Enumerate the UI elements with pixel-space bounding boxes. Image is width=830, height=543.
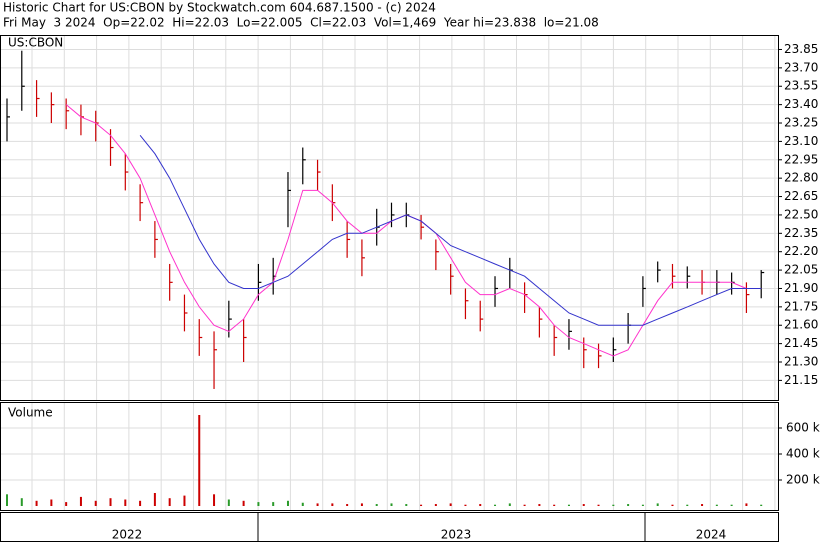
volume-bar <box>479 504 482 506</box>
v-tick-label: 600 k <box>786 421 820 435</box>
volume-bar <box>331 503 334 506</box>
moving-average <box>139 134 762 326</box>
volume-bar <box>20 498 23 506</box>
volume-bar <box>183 495 186 506</box>
volume-bar <box>494 504 497 506</box>
volume-bar <box>508 503 511 506</box>
volume-bar <box>50 499 53 506</box>
volume-bar <box>316 503 319 506</box>
volume-bar <box>35 500 38 506</box>
price-panel <box>0 35 779 401</box>
volume-bar <box>686 504 689 506</box>
y-tick-label: 22.50 <box>784 207 818 221</box>
volume-bar <box>538 504 541 506</box>
volume-bar <box>582 504 585 506</box>
volume-bar <box>139 500 142 506</box>
y-tick-label: 23.55 <box>784 79 818 93</box>
y-tick-label: 23.10 <box>784 134 818 148</box>
volume-bar <box>671 504 674 506</box>
volume-bar <box>745 503 748 506</box>
x-tick-label: 2024 <box>696 528 727 542</box>
y-tick-label: 22.05 <box>784 263 818 277</box>
volume-bar <box>198 415 201 506</box>
volume-bar <box>627 504 630 506</box>
volume-bar <box>257 502 260 506</box>
volume-bar <box>523 504 526 506</box>
volume-bar <box>597 504 600 506</box>
volume-bar <box>286 500 289 506</box>
chart-subtitle: Fri May 3 2024 Op=22.02 Hi=22.03 Lo=22.0… <box>3 16 599 30</box>
volume-bar <box>641 504 644 506</box>
volume-bar <box>79 496 82 506</box>
volume-bar <box>301 502 304 506</box>
chart-title: Historic Chart for US:CBON by Stockwatch… <box>3 1 436 15</box>
v-tick-label: 200 k <box>786 473 820 487</box>
volume-bar <box>760 504 763 506</box>
volume-bar <box>227 499 230 506</box>
volume-panel <box>0 402 779 511</box>
y-tick-label: 22.20 <box>784 244 818 258</box>
time-panel <box>0 512 779 542</box>
volume-bar <box>405 504 408 506</box>
y-tick-label: 22.65 <box>784 189 818 203</box>
y-tick-label: 23.25 <box>784 116 818 130</box>
volume-bar <box>553 504 556 506</box>
y-tick-label: 21.90 <box>784 281 818 295</box>
y-tick-label: 21.30 <box>784 355 818 369</box>
volume-bar <box>272 502 275 506</box>
y-tick-label: 21.60 <box>784 318 818 332</box>
volume-bar <box>168 498 171 506</box>
y-tick-label: 22.95 <box>784 152 818 166</box>
volume-bar <box>94 500 97 506</box>
volume-bar <box>567 504 570 506</box>
volume-bar <box>65 502 68 506</box>
symbol-label: US:CBON <box>8 36 63 50</box>
x-tick-label: 2022 <box>112 528 143 542</box>
volume-bar <box>730 504 733 506</box>
volume-bar <box>390 503 393 506</box>
v-tick-label: 400 k <box>786 447 820 461</box>
y-tick-label: 22.35 <box>784 226 818 240</box>
volume-bar <box>715 504 718 506</box>
volume-bar <box>213 494 216 506</box>
volume-bar <box>153 493 156 506</box>
volume-bar <box>346 504 349 506</box>
volume-bar <box>242 500 245 506</box>
y-tick-label: 23.40 <box>784 97 818 111</box>
volume-bar <box>434 504 437 506</box>
y-tick-label: 22.80 <box>784 171 818 185</box>
volume-label: Volume <box>8 406 53 420</box>
volume-bar <box>449 503 452 506</box>
volume-bar <box>124 499 127 506</box>
y-tick-label: 21.15 <box>784 373 818 387</box>
y-tick-label: 21.75 <box>784 299 818 313</box>
y-tick-label: 23.85 <box>784 42 818 56</box>
volume-bar <box>701 504 704 506</box>
volume-bar <box>360 503 363 506</box>
volume-bar <box>464 504 467 506</box>
y-tick-label: 21.45 <box>784 336 818 350</box>
volume-bar <box>612 504 615 506</box>
volume-bar <box>109 498 112 506</box>
x-tick-label: 2023 <box>441 528 472 542</box>
volume-bar <box>6 494 8 506</box>
volume-bar <box>375 504 378 506</box>
volume-bar <box>656 503 659 506</box>
volume-bar <box>420 504 423 506</box>
y-tick-label: 23.70 <box>784 60 818 74</box>
